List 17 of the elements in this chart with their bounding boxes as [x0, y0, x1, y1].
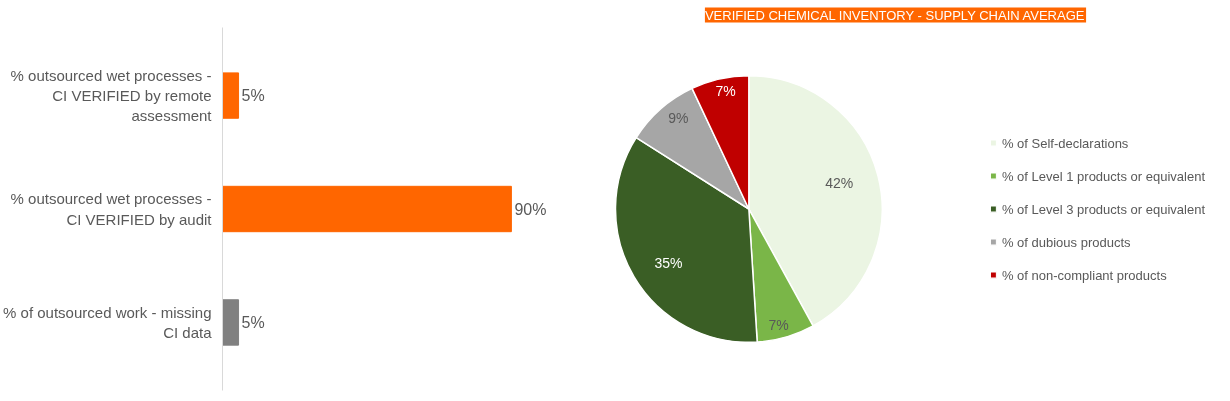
legend-label: % of non-compliant products — [1001, 267, 1167, 282]
y-tick-label: % outsourced wet processes - CI VERIFIED by remote assessment — [10, 66, 213, 125]
chart-title: VERIFIED CHEMICAL INVENTORY - SUPPLY CHAIN AVERAGE — [704, 7, 1085, 23]
legend-label: % of Self-declarations — [1001, 135, 1129, 150]
data-label: 7% — [715, 82, 736, 99]
legend-label: % of Level 3 products or equivalent — [1001, 201, 1205, 216]
data-label: 35% — [654, 254, 683, 271]
y-tick-label: % outsourced wet processes - CI VERIFIED by audit — [10, 190, 213, 228]
data-label: 9% — [668, 110, 689, 127]
data-label: 5% — [241, 313, 265, 331]
data-label: 90% — [514, 200, 547, 218]
data-label: 42% — [825, 174, 854, 191]
data-label: 5% — [241, 87, 265, 105]
legend-label: % of Level 1 products or equivalent — [1001, 168, 1205, 183]
data-label: 7% — [768, 317, 789, 334]
legend-label: % of dubious products — [1001, 234, 1131, 249]
y-tick-label: % of outsourced work - missing CI data — [3, 303, 213, 342]
